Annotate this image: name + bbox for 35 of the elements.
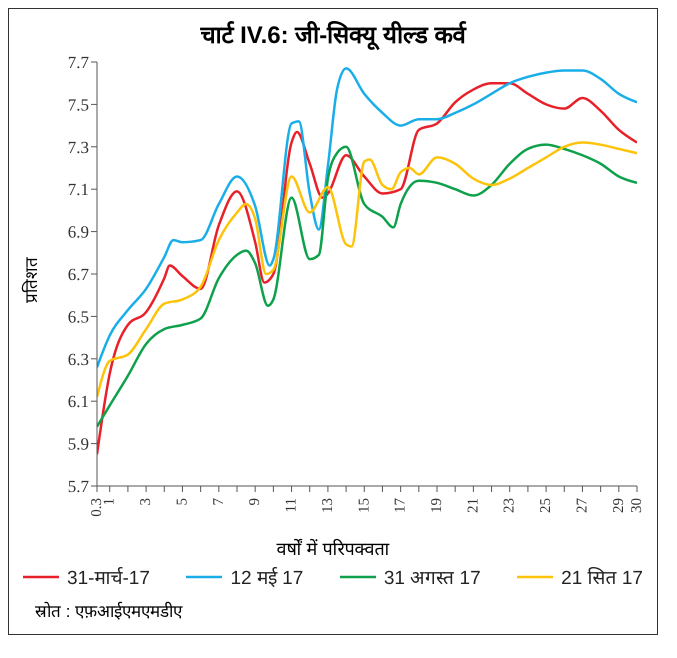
x-tick-label: 11 — [284, 498, 300, 512]
y-tick-label: 5.9 — [68, 434, 89, 454]
x-tick-label: 21 — [465, 498, 482, 513]
x-tick-label: 17 — [392, 498, 409, 513]
x-tick-label: 25 — [538, 498, 554, 513]
x-tick-label: 13 — [320, 498, 336, 513]
legend-label: 12 मई 17 — [230, 566, 304, 590]
x-tick-label: 9 — [247, 498, 264, 506]
y-tick-label: 7.5 — [68, 95, 89, 114]
y-tick-label: 6.3 — [68, 350, 89, 369]
x-tick-label: 19 — [429, 498, 445, 513]
y-tick-label: 5.7 — [68, 477, 90, 496]
line-series — [97, 67, 637, 369]
y-tick-label: 7.1 — [68, 180, 89, 200]
x-tick-label: 29 — [610, 498, 627, 513]
x-tick-label: 5 — [174, 498, 190, 506]
x-tick-label: 30 — [629, 498, 645, 513]
y-tick-label: 6.7 — [68, 265, 90, 284]
x-tick-label: 15 — [356, 498, 372, 513]
y-tick-label: 7.3 — [68, 138, 89, 157]
x-axis-title: वर्षों में परिपक्वता — [275, 538, 390, 560]
legend-label: 31-मार्च-17 — [67, 566, 150, 590]
x-tick-label: 3 — [138, 498, 154, 506]
x-tick-label: 27 — [574, 498, 590, 513]
y-tick-label: 6.1 — [68, 392, 89, 412]
y-tick-label: 6.5 — [68, 307, 89, 326]
x-tick-label: 7 — [210, 498, 227, 506]
y-tick-label: 6.9 — [68, 222, 89, 242]
y-tick-label: 7.7 — [68, 53, 90, 72]
chart-title: चार्ट IV.6: जी-सिक्यू यील्ड कर्व — [199, 20, 468, 50]
legend-label: 21 सित 17 — [561, 566, 643, 590]
y-axis-title: प्रतिशत — [20, 257, 42, 303]
x-tick-label: 23 — [502, 498, 518, 513]
legend-label: 31 अगस्त 17 — [384, 567, 481, 590]
text: स्रोत : एफ़आईएमएमडीए — [34, 600, 184, 623]
